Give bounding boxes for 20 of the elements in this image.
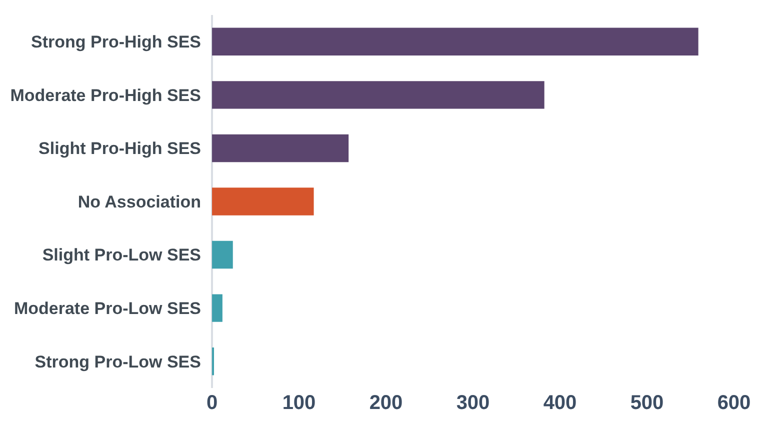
bar (212, 294, 222, 322)
y-tick-label: Strong Pro-Low SES (34, 352, 201, 372)
x-tick-label: 600 (717, 392, 751, 414)
y-tick-label: Moderate Pro-Low SES (14, 299, 201, 318)
x-tick-label: 300 (456, 392, 490, 414)
y-tick-label: Moderate Pro-High SES (10, 86, 201, 105)
bar (212, 188, 314, 216)
x-tick-label: 200 (369, 392, 403, 414)
bar (212, 240, 233, 269)
x-tick-label: 500 (630, 392, 664, 414)
x-tick-label: 100 (282, 392, 316, 414)
x-tick-label: 0 (206, 392, 218, 414)
y-tick-label: Slight Pro-High SES (38, 139, 201, 158)
y-tick-label: No Association (78, 192, 201, 212)
bar (212, 28, 698, 56)
y-tick-label: Slight Pro-Low SES (42, 246, 201, 265)
bar (212, 134, 349, 162)
bar (212, 81, 544, 109)
x-tick-label: 400 (543, 392, 577, 414)
y-tick-label: Strong Pro-High SES (31, 32, 201, 52)
